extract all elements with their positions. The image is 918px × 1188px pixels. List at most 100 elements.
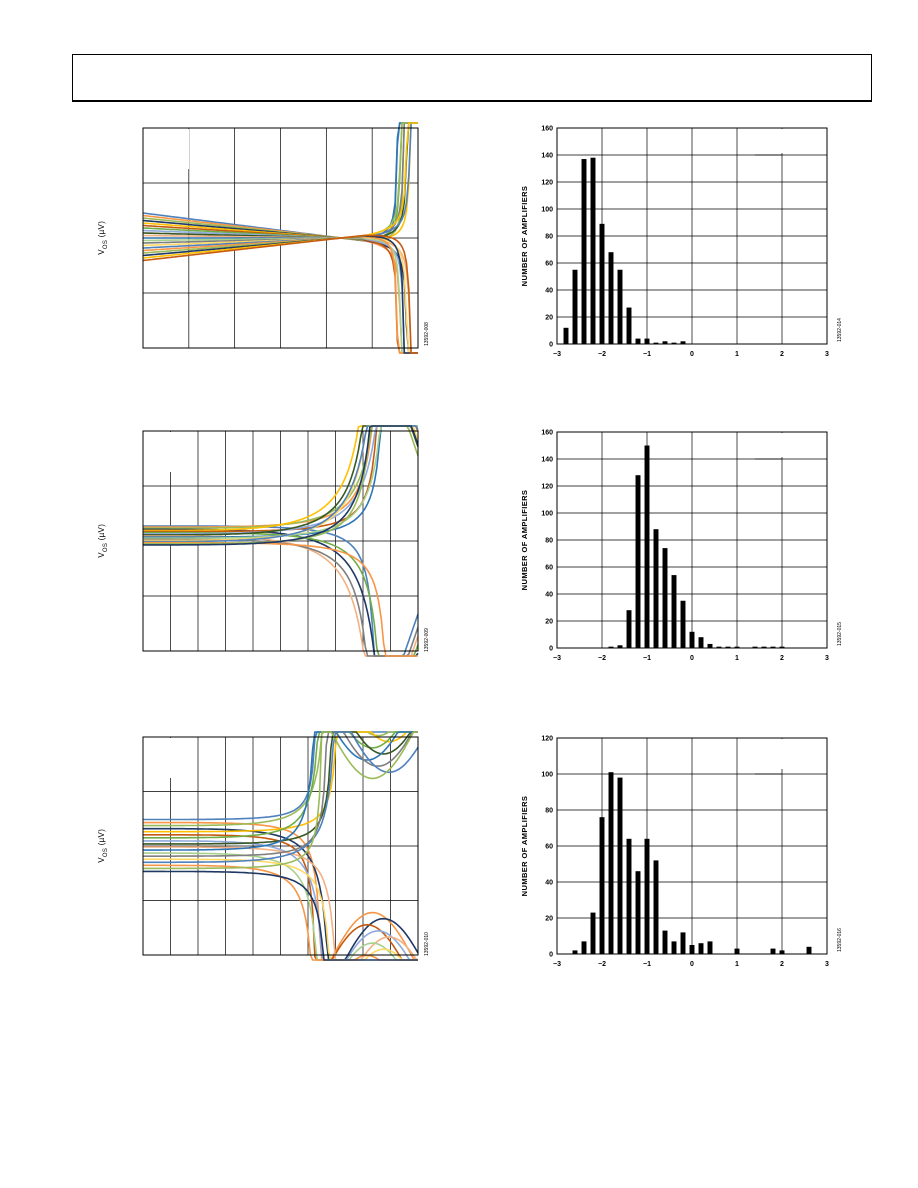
x-tick-label: −1	[643, 351, 651, 358]
histogram-bar	[617, 777, 623, 954]
histogram-bar	[572, 269, 578, 344]
histogram-bar	[581, 159, 587, 344]
histogram-bar	[626, 307, 632, 344]
histogram-bar	[635, 475, 641, 648]
histogram-bar	[563, 327, 569, 344]
y-tick-label: 20	[545, 916, 553, 923]
histogram-bar	[707, 643, 713, 648]
x-tick-label: −3	[553, 351, 561, 358]
y-tick-label: 100	[541, 207, 553, 214]
histogram-bar	[779, 646, 785, 648]
histogram-bar	[689, 631, 695, 648]
histogram-bar	[626, 838, 632, 954]
y-tick-label: 140	[541, 153, 553, 160]
x-tick-label: 1	[735, 351, 739, 358]
histogram-bar	[671, 941, 677, 954]
histogram-bar	[671, 342, 677, 344]
x-tick-label: −1	[643, 655, 651, 662]
histogram-bar	[734, 646, 740, 648]
histogram-bar	[698, 943, 704, 954]
histogram-bar	[644, 445, 650, 648]
y-tick-label: 0	[549, 342, 553, 349]
histogram-bar	[725, 646, 731, 648]
y-tick-label: 140	[541, 457, 553, 464]
histogram-bar	[590, 912, 596, 954]
y-tick-label: 120	[541, 180, 553, 187]
y-tick-label: 80	[545, 808, 553, 815]
legend-area	[144, 129, 189, 169]
x-tick-label: 2	[780, 351, 784, 358]
vos-curve	[143, 731, 418, 833]
vos-curve	[143, 731, 418, 839]
vos-curve	[143, 528, 419, 657]
y-tick-label: 160	[541, 126, 553, 133]
legend-area	[755, 129, 825, 153]
histogram-bar	[806, 946, 812, 954]
histogram-bar	[590, 157, 596, 344]
histogram-bar	[608, 772, 614, 954]
histogram-bar	[599, 223, 605, 344]
histogram-bar	[653, 342, 659, 344]
histogram-bar	[608, 646, 614, 648]
y-tick-label: 40	[545, 880, 553, 887]
y-tick-label: 40	[545, 288, 553, 295]
vos-curve	[143, 425, 419, 546]
y-tick-label: 0	[549, 646, 553, 653]
histogram-3: −3 −2 −1 0 1 2 3 0 20 40 60 80 100 120 NUMBER OF AMPLI…	[520, 736, 843, 969]
vos-curve	[143, 731, 419, 864]
x-tick-label: −2	[598, 961, 606, 968]
vos-curves-plot-1	[142, 122, 419, 354]
histogram-bar	[599, 817, 605, 954]
histogram-bar	[662, 341, 668, 344]
y-tick-label: 160	[541, 430, 553, 437]
y-tick-label: 120	[541, 484, 553, 491]
y-axis-label: NUMBER OF AMPLIFIERS	[520, 186, 529, 287]
y-tick-label: 120	[541, 736, 553, 743]
histogram-bar	[635, 338, 641, 344]
plot-frame	[556, 127, 828, 345]
y-tick-label: 60	[545, 261, 553, 268]
histogram-bar	[662, 930, 668, 954]
histogram-bar	[662, 548, 668, 648]
y-tick-label: 60	[545, 565, 553, 572]
histogram-bar	[734, 948, 740, 954]
vos-curve	[143, 870, 418, 961]
figure-id-left-3: 13592-010	[424, 932, 430, 956]
histogram-bar	[689, 945, 695, 954]
vos-axis-label-3: VOS (µV)	[97, 828, 109, 863]
histogram-bar	[617, 645, 623, 648]
plot-frame	[556, 737, 828, 955]
histogram-bar	[644, 838, 650, 954]
x-tick-label: 0	[690, 655, 694, 662]
histogram-bar	[617, 269, 623, 344]
vos-curve	[143, 541, 418, 657]
histogram-bar	[635, 871, 641, 954]
vos-curve	[143, 538, 419, 657]
vos-curves-plot-3	[142, 731, 419, 961]
x-tick-label: 2	[780, 655, 784, 662]
x-tick-label: 1	[735, 655, 739, 662]
histogram-bar	[653, 529, 659, 648]
x-tick-label: −2	[598, 351, 606, 358]
plot-frame	[142, 127, 419, 349]
y-tick-label: 0	[549, 952, 553, 959]
histogram-bar	[752, 646, 758, 648]
histogram-bar	[581, 941, 587, 954]
histogram-bar	[761, 646, 767, 648]
figure-id-left-2: 13592-009	[424, 628, 430, 652]
vos-curve	[143, 731, 418, 870]
vos-curves-plot-2	[142, 425, 419, 657]
y-tick-label: 40	[545, 592, 553, 599]
figure-id: 13592-016	[837, 928, 843, 952]
y-tick-label: 100	[541, 511, 553, 518]
header-box	[72, 54, 872, 102]
figure-id: 13592-015	[837, 622, 843, 646]
x-tick-label: −3	[553, 655, 561, 662]
vos-curve	[143, 827, 419, 961]
x-tick-label: −1	[643, 961, 651, 968]
x-tick-label: 0	[690, 351, 694, 358]
plot-frame	[556, 431, 828, 649]
histogram-bar	[770, 646, 776, 648]
legend-area	[755, 433, 825, 457]
histogram-bar	[716, 646, 722, 648]
